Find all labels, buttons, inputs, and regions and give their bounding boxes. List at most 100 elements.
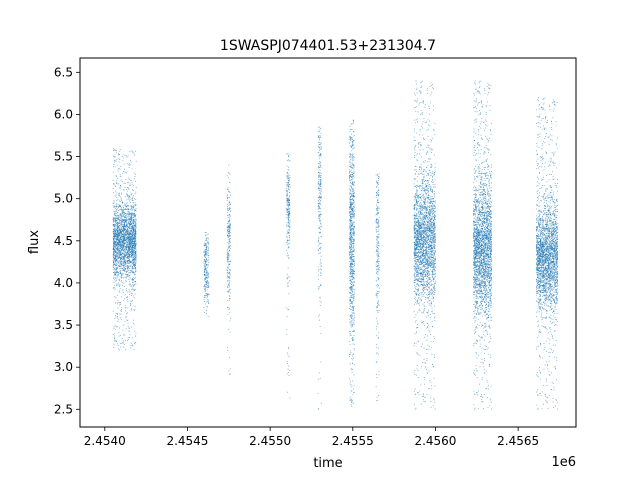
data-point (286, 171, 288, 173)
data-point (352, 330, 354, 332)
data-point (375, 294, 377, 296)
data-point (433, 193, 435, 195)
data-point (130, 221, 131, 223)
data-point (204, 260, 206, 261)
data-point (118, 253, 120, 255)
data-point (134, 250, 136, 252)
data-point (350, 258, 352, 260)
data-point (132, 189, 133, 191)
data-point (375, 186, 377, 188)
data-point (317, 408, 319, 410)
data-point (123, 233, 125, 235)
data-point (119, 244, 120, 245)
data-point (124, 237, 125, 239)
data-point (206, 294, 207, 296)
data-point (227, 215, 229, 217)
data-point (113, 287, 115, 288)
data-point (351, 227, 353, 229)
data-point (378, 241, 379, 243)
data-point (113, 148, 114, 149)
data-point (350, 352, 352, 353)
data-point (113, 205, 115, 207)
data-point (119, 229, 121, 231)
data-point (352, 273, 353, 275)
data-point (352, 325, 354, 326)
data-point (125, 262, 127, 264)
data-point (351, 224, 353, 226)
data-point (130, 217, 132, 219)
data-point (128, 264, 130, 266)
data-point (206, 250, 207, 252)
data-point (133, 228, 135, 229)
data-point (228, 191, 230, 192)
data-point (286, 214, 288, 216)
data-point (350, 224, 352, 225)
data-point (320, 402, 322, 404)
data-point (118, 239, 120, 241)
data-point (204, 259, 206, 261)
data-point (352, 206, 354, 207)
data-point (128, 259, 130, 261)
data-point (287, 182, 289, 184)
data-point (350, 270, 352, 272)
data-point (351, 302, 352, 304)
data-point (434, 262, 436, 264)
data-point (203, 261, 205, 263)
data-point (133, 152, 135, 154)
data-point (113, 259, 115, 261)
data-point (352, 213, 354, 215)
data-point (121, 252, 123, 254)
data-point (122, 230, 124, 231)
data-point (286, 252, 288, 254)
data-point (288, 365, 290, 367)
data-point (116, 231, 118, 233)
data-point (317, 200, 319, 202)
data-point (349, 129, 351, 130)
data-point (229, 273, 231, 275)
data-point (119, 206, 121, 207)
data-point (376, 241, 378, 243)
data-point (228, 277, 229, 278)
data-point (228, 220, 229, 222)
data-point (133, 220, 135, 222)
data-point (229, 215, 231, 217)
data-point (123, 258, 124, 260)
data-point (130, 217, 132, 218)
data-point (286, 373, 288, 375)
data-point (117, 253, 119, 255)
data-point (350, 400, 352, 401)
data-point (134, 224, 135, 226)
data-point (120, 272, 122, 274)
data-point (131, 344, 133, 346)
data-point (350, 221, 352, 223)
data-point (126, 223, 128, 224)
data-point (349, 292, 351, 293)
data-point (126, 275, 128, 277)
data-point (121, 238, 122, 240)
data-point (117, 314, 118, 315)
data-point (377, 202, 378, 203)
data-point (115, 234, 117, 235)
data-point (350, 263, 351, 264)
data-point (117, 236, 118, 238)
data-point (229, 227, 231, 229)
data-point (118, 251, 120, 253)
data-point (127, 225, 128, 227)
data-point (353, 330, 355, 332)
data-point (351, 249, 353, 251)
data-point (113, 252, 115, 253)
data-point (122, 259, 123, 261)
data-point (114, 230, 115, 232)
data-point (205, 237, 207, 239)
data-point (130, 272, 132, 274)
data-point (120, 257, 122, 259)
data-point (121, 252, 122, 254)
data-point (433, 296, 434, 298)
data-point (122, 213, 123, 215)
data-point (351, 203, 353, 205)
data-point (120, 233, 122, 235)
data-point (350, 264, 351, 266)
data-point (208, 244, 209, 246)
data-point (416, 189, 417, 191)
data-point (126, 209, 128, 210)
